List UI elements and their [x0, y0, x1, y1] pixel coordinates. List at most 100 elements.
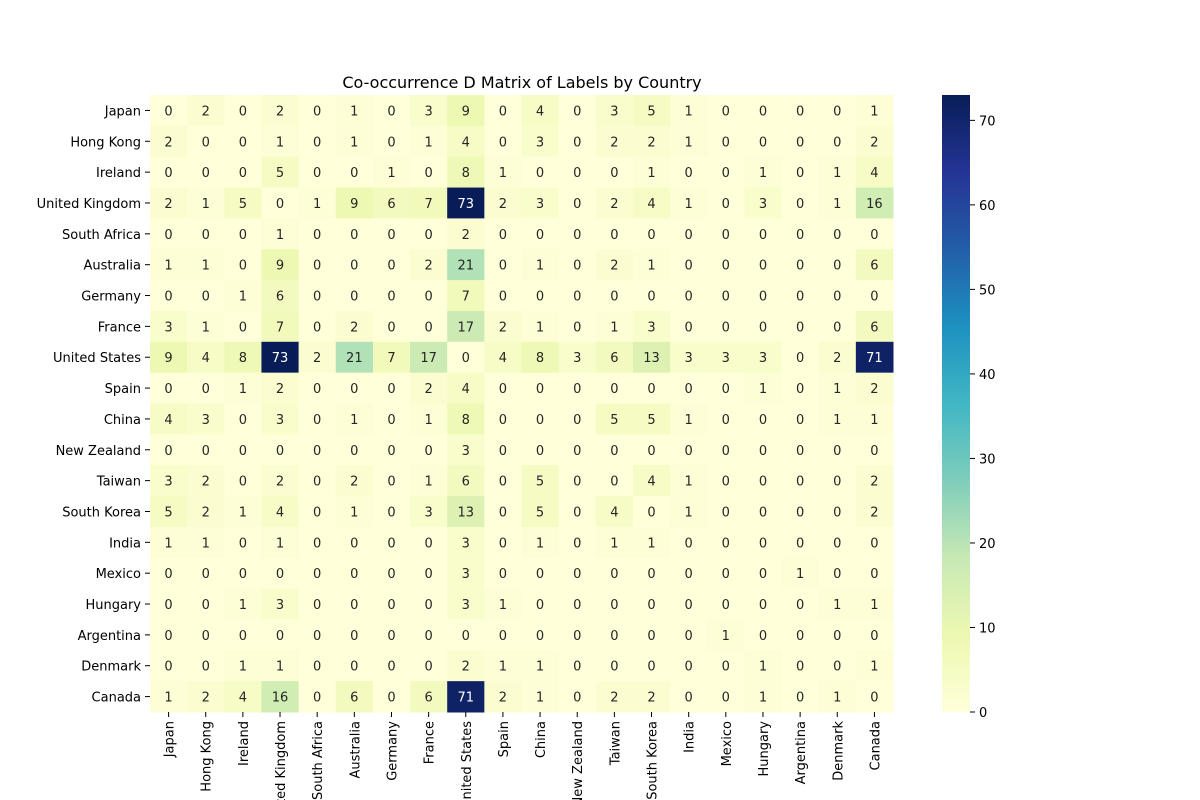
heatmap-cell	[335, 310, 374, 343]
cell-value-label: 0	[796, 290, 804, 305]
heatmap-cell	[855, 588, 894, 620]
cell-value-label: 0	[387, 413, 395, 428]
cell-value-label: 5	[239, 197, 247, 212]
heatmap-cell	[150, 434, 188, 466]
heatmap-cell	[818, 619, 857, 651]
heatmap-cell	[558, 187, 597, 219]
heatmap-cell	[818, 403, 857, 435]
heatmap-cell	[335, 650, 374, 682]
heatmap-cell	[707, 557, 745, 590]
cell-value-label: 4	[647, 197, 655, 212]
cell-value-label: 1	[350, 135, 358, 150]
cell-value-label: 0	[499, 475, 507, 490]
heatmap-cell	[224, 526, 262, 559]
cell-value-label: 6	[424, 691, 432, 706]
heatmap-cell	[150, 588, 188, 620]
heatmap-cell	[335, 526, 374, 559]
cell-value-label: 0	[350, 629, 358, 644]
heatmap-cell	[595, 95, 634, 127]
heatmap-cell	[335, 465, 374, 497]
column-tick-label: Denmark	[831, 721, 846, 781]
cell-value-label: 0	[350, 536, 358, 551]
cell-value-label: 0	[722, 413, 730, 428]
cell-value-label: 0	[722, 505, 730, 520]
cell-value-label: 0	[313, 228, 321, 243]
heatmap-cell	[781, 496, 820, 528]
cell-value-label: 1	[164, 259, 172, 274]
cell-value-label: 1	[202, 320, 210, 335]
cell-value-label: 0	[573, 166, 581, 181]
cell-value-label: 1	[722, 629, 730, 644]
cell-value-label: 0	[647, 444, 655, 459]
cell-value-label: 0	[573, 629, 581, 644]
heatmap-cell	[632, 156, 671, 189]
heatmap-cell	[410, 496, 448, 528]
cell-value-label: 0	[202, 598, 210, 613]
cell-value-label: 0	[387, 259, 395, 274]
heatmap-cell	[224, 125, 262, 158]
cell-value-label: 4	[202, 351, 210, 366]
cell-value-label: 0	[722, 691, 730, 706]
heatmap-cell	[484, 496, 522, 528]
cell-value-label: 0	[647, 629, 655, 644]
cell-value-label: 1	[685, 475, 693, 490]
heatmap-cell	[707, 187, 745, 219]
heatmap-cell	[818, 218, 857, 250]
cell-value-label: 0	[387, 290, 395, 305]
heatmap-cell	[855, 496, 894, 528]
heatmap-cell	[558, 280, 597, 312]
heatmap-cell	[447, 95, 485, 127]
heatmap-cell	[150, 310, 188, 343]
cell-value-label: 0	[647, 660, 655, 675]
cell-value-label: 0	[239, 567, 247, 582]
heatmap-cell	[224, 372, 262, 404]
column-tick-label: South Africa	[311, 721, 326, 800]
heatmap-cell	[855, 557, 894, 590]
cell-value-label: 0	[462, 351, 470, 366]
cell-value-label: 0	[387, 567, 395, 582]
cell-value-label: 1	[536, 660, 544, 675]
heatmap-cell	[187, 372, 225, 404]
cell-value-label: 0	[164, 629, 172, 644]
column-tick-label: Argentina	[794, 721, 809, 784]
column-tick-label: Mexico	[720, 721, 735, 766]
heatmap-cell	[224, 218, 262, 250]
heatmap-cell	[781, 156, 820, 189]
heatmap-cell	[335, 341, 374, 374]
heatmap-cell	[298, 496, 337, 528]
heatmap-cell	[855, 650, 894, 682]
heatmap-cell	[855, 372, 894, 404]
cell-value-label: 1	[610, 320, 618, 335]
heatmap-cell	[150, 465, 188, 497]
cell-value-label: 0	[796, 444, 804, 459]
cell-value-label: 3	[276, 598, 284, 613]
cell-value-label: 0	[202, 444, 210, 459]
heatmap-cell	[707, 403, 745, 435]
heatmap-cell	[410, 95, 448, 127]
cell-value-label: 2	[870, 382, 878, 397]
cell-value-label: 0	[610, 660, 618, 675]
cell-value-label: 1	[536, 259, 544, 274]
heatmap-cell	[744, 588, 783, 620]
column-tick-label: Taiwan	[608, 721, 623, 766]
heatmap-cell	[558, 496, 597, 528]
cell-value-label: 6	[870, 320, 878, 335]
cell-value-label: 1	[536, 536, 544, 551]
heatmap-cell	[855, 310, 894, 343]
cell-value-label: 0	[796, 166, 804, 181]
cell-value-label: 0	[870, 290, 878, 305]
cell-value-label: 0	[759, 505, 767, 520]
heatmap-cell	[335, 588, 374, 620]
heatmap-cell	[595, 403, 634, 435]
cell-value-label: 6	[870, 259, 878, 274]
cell-value-label: 0	[722, 660, 730, 675]
cell-value-label: 2	[424, 259, 432, 274]
heatmap-cell	[298, 650, 337, 682]
heatmap-cell	[484, 218, 522, 250]
heatmap-cell	[410, 526, 448, 559]
cell-value-label: 0	[313, 320, 321, 335]
cell-value-label: 1	[276, 536, 284, 551]
heatmap-cell	[558, 650, 597, 682]
cell-value-label: 0	[796, 505, 804, 520]
heatmap-cell	[558, 125, 597, 158]
